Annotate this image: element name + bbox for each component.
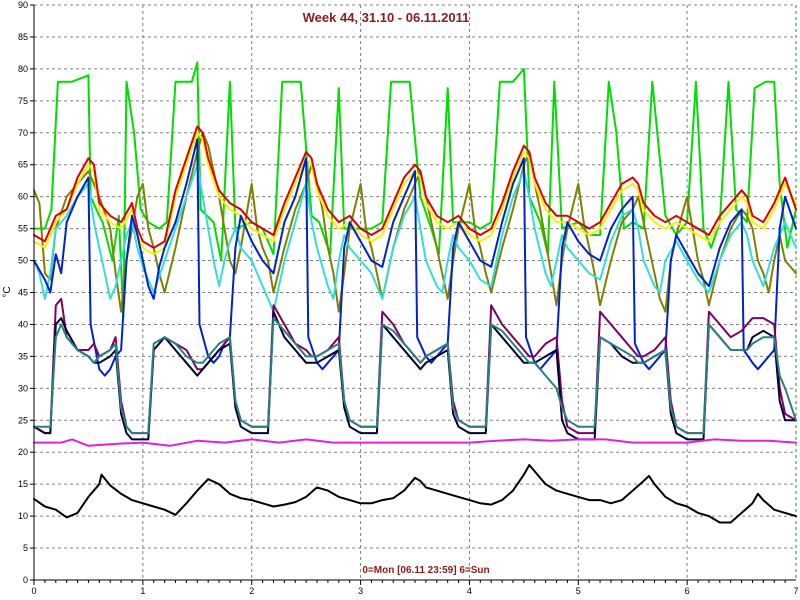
series-line-10 xyxy=(33,438,797,447)
y-tick-label: 80 xyxy=(18,64,28,74)
y-tick-label: 30 xyxy=(18,383,28,393)
x-tick-label: 0 xyxy=(31,586,36,596)
y-tick-label: 0 xyxy=(23,575,28,585)
y-tick-label: 5 xyxy=(23,543,28,553)
series-line-5 xyxy=(33,163,797,313)
y-tick-label: 60 xyxy=(18,192,28,202)
y-tick-label: 65 xyxy=(18,160,28,170)
x-tick-label: 3 xyxy=(358,586,363,596)
y-tick-label: 90 xyxy=(18,0,28,10)
series-line-6 xyxy=(33,138,797,377)
series-line-7 xyxy=(33,297,797,435)
x-axis-caption: 0=Mon [06.11 23:59] 6=Sun xyxy=(362,565,489,576)
x-tick-label: 7 xyxy=(793,586,798,596)
series-line-9 xyxy=(33,317,797,435)
series-layer xyxy=(33,61,797,524)
axes xyxy=(30,4,796,585)
y-tick-label: 55 xyxy=(18,224,28,234)
x-tick-label: 5 xyxy=(576,586,581,596)
series-line-11 xyxy=(33,464,797,524)
y-tick-label: 25 xyxy=(18,415,28,425)
y-tick-label: 20 xyxy=(18,447,28,457)
y-tick-label: 10 xyxy=(18,511,28,521)
y-axis-label: °C xyxy=(2,286,13,297)
series-line-1 xyxy=(33,61,797,320)
x-tick-label: 1 xyxy=(140,586,145,596)
x-tick-label: 4 xyxy=(467,586,472,596)
y-tick-label: 75 xyxy=(18,96,28,106)
x-tick-label: 2 xyxy=(249,586,254,596)
y-tick-label: 40 xyxy=(18,319,28,329)
y-tick-label: 35 xyxy=(18,351,28,361)
y-tick-label: 85 xyxy=(18,32,28,42)
y-tick-label: 15 xyxy=(18,479,28,489)
y-tick-label: 70 xyxy=(18,128,28,138)
x-tick-label: 6 xyxy=(685,586,690,596)
series-line-4 xyxy=(33,125,797,249)
y-tick-label: 50 xyxy=(18,256,28,266)
chart-title: Week 44, 31.10 - 06.11.2011 xyxy=(303,10,470,25)
grid xyxy=(34,4,797,580)
y-tick-label: 45 xyxy=(18,288,28,298)
